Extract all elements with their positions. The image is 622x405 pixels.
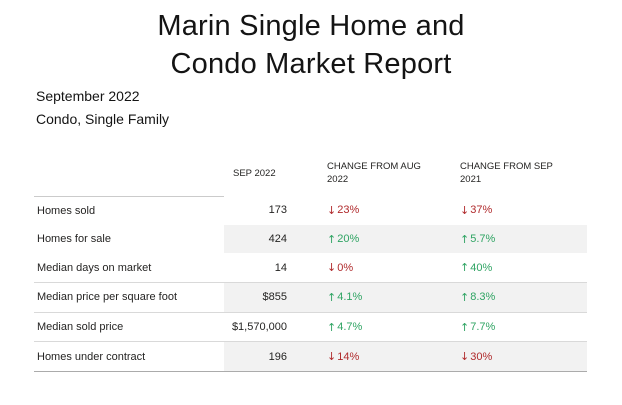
metric-label: Homes under contract (37, 350, 146, 363)
change-from-sep-cell: ↑ 5.7% (450, 224, 587, 254)
change-pct: 0% (337, 261, 354, 274)
report-title-line1: Marin Single Home and (157, 10, 465, 42)
up-arrow-icon: ↑ (460, 290, 470, 304)
metric-value: 173 (268, 204, 287, 217)
change-from-aug-cell: ↑ 4.7% (292, 313, 450, 342)
subtitle-property-types: Condo, Single Family (36, 111, 170, 127)
change-from-aug-cell: ↓ 0% (292, 253, 450, 282)
change-pct: 37% (470, 204, 493, 217)
header-change-from-aug-text: CHANGE FROM AUG 2022 (327, 161, 421, 185)
change-from-sep-cell: ↑ 8.3% (450, 283, 587, 312)
metric-value: 424 (224, 224, 292, 254)
change-pct: 4.1% (337, 291, 363, 304)
change-from-sep-cell: ↑ 40% (450, 253, 587, 282)
change-pct: 23% (337, 204, 360, 217)
change-from-aug-cell: ↓ 14% (292, 342, 450, 372)
table-row-homes-for-sale: Homes for sale 424 ↑ 20% ↑ 5.7% (34, 224, 587, 254)
change-from-sep-cell: ↑ 7.7% (450, 313, 587, 342)
up-arrow-icon: ↑ (460, 232, 470, 246)
down-arrow-icon: ↓ (327, 350, 337, 364)
change-from-sep-cell: ↓ 30% (450, 342, 587, 372)
change-pct: 5.7% (470, 233, 496, 246)
report-title: Marin Single Home and Condo Market Repor… (0, 7, 622, 83)
metric-value: $1,570,000 (231, 321, 287, 334)
header-sep-2022: SEP 2022 (233, 167, 276, 179)
change-pct: 7.7% (470, 321, 496, 334)
change-from-aug-cell: ↑ 20% (292, 224, 450, 254)
up-arrow-icon: ↑ (460, 320, 470, 334)
metric-label: Median days on market (37, 261, 152, 274)
up-arrow-icon: ↑ (327, 232, 337, 246)
change-pct: 8.3% (470, 291, 496, 304)
report-subtitle: September 2022 Condo, Single Family (36, 85, 169, 131)
table-header-row: SEP 2022 CHANGE FROM AUG 2022 CHANGE FRO… (34, 150, 587, 196)
table-row-homes-sold: Homes sold 173 ↓ 23% ↓ 37% (34, 196, 587, 225)
metric-label: Median sold price (37, 321, 124, 334)
up-arrow-icon: ↑ (327, 290, 337, 304)
header-change-from-aug: CHANGE FROM AUG 2022 (292, 160, 450, 186)
metric-label: Median price per square foot (37, 291, 178, 304)
metric-label: Homes for sale (37, 233, 111, 246)
down-arrow-icon: ↓ (327, 203, 337, 217)
table-row-median-sold-price: Median sold price $1,570,000 ↑ 4.7% ↑ 7.7% (34, 311, 587, 342)
down-arrow-icon: ↓ (460, 350, 470, 364)
table-row-median-price-per-square-foot: Median price per square foot $855 ↑ 4.1% … (34, 282, 587, 312)
change-pct: 30% (470, 350, 493, 363)
metric-label: Homes sold (34, 196, 224, 225)
up-arrow-icon: ↑ (460, 261, 470, 275)
down-arrow-icon: ↓ (327, 261, 337, 275)
down-arrow-icon: ↓ (460, 203, 470, 217)
header-change-from-sep: CHANGE FROM SEP 2021 (450, 160, 587, 186)
change-pct: 20% (337, 233, 360, 246)
table-row-median-days-on-market: Median days on market 14 ↓ 0% ↑ 40% (34, 253, 587, 282)
up-arrow-icon: ↑ (327, 320, 337, 334)
change-from-aug-cell: ↓ 23% (292, 196, 450, 225)
change-pct: 14% (337, 350, 360, 363)
change-from-aug-cell: ↑ 4.1% (292, 283, 450, 312)
change-pct: 40% (470, 261, 493, 274)
subtitle-month: September 2022 (36, 88, 140, 104)
report-title-line2: Condo Market Report (170, 48, 452, 80)
change-from-sep-cell: ↓ 37% (450, 196, 587, 225)
change-pct: 4.7% (337, 321, 363, 334)
header-change-from-sep-text: CHANGE FROM SEP 2021 (460, 161, 553, 185)
metric-value: $855 (224, 283, 292, 312)
table-row-homes-under-contract: Homes under contract 196 ↓ 14% ↓ 30% (34, 341, 587, 372)
table-body: Homes sold 173 ↓ 23% ↓ 37% Homes for sale … (34, 196, 587, 373)
metric-value: 14 (274, 261, 287, 274)
metric-value: 196 (224, 342, 292, 372)
market-metrics-table: SEP 2022 CHANGE FROM AUG 2022 CHANGE FRO… (34, 150, 587, 373)
